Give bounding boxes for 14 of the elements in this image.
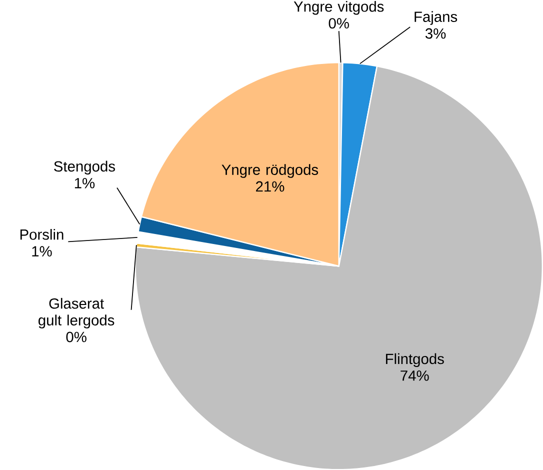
slice-label: Flintgods <box>386 353 444 367</box>
slice-label: Porslin <box>20 228 64 240</box>
slice-label: Yngre rödgods <box>222 164 318 178</box>
slice-label: Fajans <box>414 11 458 25</box>
slice-label: Yngre vitgods <box>294 0 384 15</box>
data-label: 0% <box>66 332 86 342</box>
data-label: 1% <box>32 246 52 256</box>
data-label: 1% <box>74 178 95 188</box>
slice-label: Stengods <box>54 160 115 174</box>
data-label: 0% <box>328 18 349 28</box>
slice-label: Glaserat gult lergods <box>38 298 114 328</box>
data-label: 21% <box>256 181 284 192</box>
data-label: 74% <box>400 370 429 381</box>
data-label: 3% <box>425 28 446 39</box>
